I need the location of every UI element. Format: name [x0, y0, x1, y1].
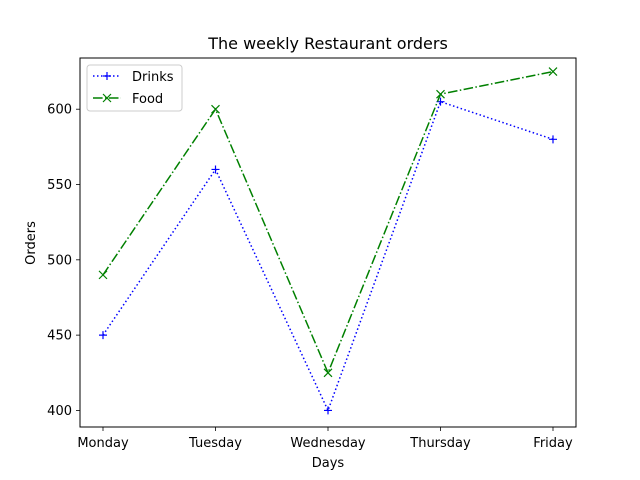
drinks-data-point — [211, 165, 220, 174]
food-data-point — [98, 270, 108, 280]
drinks-data-point — [324, 406, 332, 415]
y-tick-label: 450 — [47, 329, 72, 344]
drinks-series-line — [102, 100, 554, 413]
food-data-point — [323, 368, 333, 378]
y-tick-label: 600 — [47, 103, 72, 118]
drinks-data-point — [549, 135, 557, 144]
x-tick-label: Tuesday — [188, 436, 242, 451]
x-axis: Monday Tuesday Wednesday Thursday Friday — [77, 427, 573, 451]
food-data-point — [211, 104, 220, 114]
plot-area — [98, 67, 558, 415]
y-tick-label: 500 — [47, 253, 72, 268]
x-tick-label: Thursday — [409, 436, 471, 451]
x-axis-label: Days — [312, 456, 345, 471]
chart-title: The weekly Restaurant orders — [207, 34, 448, 53]
y-axis: 400 450 500 550 600 — [47, 103, 80, 419]
x-tick-label: Friday — [533, 436, 573, 451]
legend-label-drinks: Drinks — [132, 70, 174, 85]
x-tick-label: Monday — [77, 436, 129, 451]
legend-marker-food — [102, 93, 112, 103]
food-data-point — [436, 89, 445, 99]
legend: Drinks Food — [86, 64, 183, 112]
y-axis-label: Orders — [24, 221, 39, 265]
drinks-data-point — [99, 331, 107, 340]
food-series-line — [102, 70, 554, 375]
x-tick-label: Wednesday — [290, 436, 366, 451]
y-tick-label: 550 — [47, 178, 72, 193]
legend-marker-drinks — [103, 72, 111, 80]
y-tick-label: 400 — [47, 404, 72, 419]
food-data-point — [548, 67, 558, 76]
legend-label-food: Food — [132, 92, 163, 107]
